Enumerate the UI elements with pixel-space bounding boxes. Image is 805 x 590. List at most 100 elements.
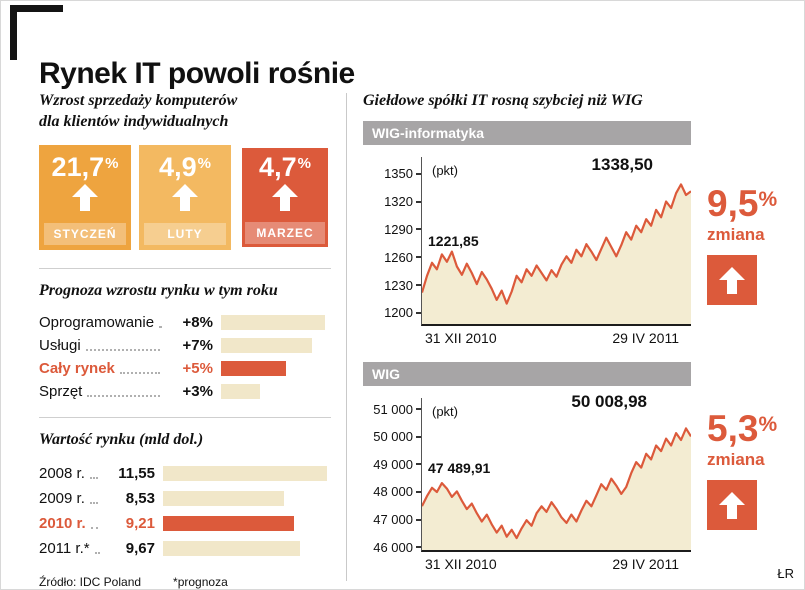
source-note: Źródło: IDC Poland bbox=[39, 575, 142, 590]
bar bbox=[163, 466, 327, 482]
bar-row: 2008 r. 11,55 bbox=[39, 461, 331, 486]
percent-sign: % bbox=[105, 154, 119, 172]
bar-slot bbox=[221, 338, 331, 354]
dotted-leader bbox=[119, 371, 160, 374]
y-axis: 1350 1320 1290 1260 1230 1200 bbox=[363, 157, 421, 326]
y-tick-label: 1350 bbox=[384, 166, 421, 181]
chart-row: 51 000 50 000 49 000 48 000 47 000 46 000 (pk… bbox=[363, 392, 692, 555]
tick-mark bbox=[416, 228, 421, 231]
row-value: 11,55 bbox=[118, 465, 155, 483]
bar-row: Oprogramowanie +8% bbox=[39, 311, 331, 334]
month-growth-value: 4,7% bbox=[259, 151, 311, 182]
change-number: 9,5 bbox=[707, 183, 759, 224]
row-value: 9,67 bbox=[125, 540, 155, 558]
plot-area: (pkt) 1221,85 1338,50 bbox=[420, 155, 692, 326]
market-value-section-title: Wartość rynku (mld dol.) bbox=[39, 431, 204, 449]
bar-slot bbox=[163, 491, 331, 507]
chart-section-wig-informatyka: WIG-informatyka 1350 1320 1290 1260 1230 1200… bbox=[363, 121, 799, 346]
left-subtitle-line2: dla klientów indywidualnych bbox=[39, 112, 229, 130]
month-box-2: 4,9% LUTY bbox=[139, 144, 231, 250]
chart-title-bar: WIG bbox=[363, 362, 691, 386]
x-axis-labels: 31 XII 2010 29 IV 2011 bbox=[421, 330, 691, 346]
row-value: 8,53 bbox=[125, 490, 155, 508]
x-axis-labels: 31 XII 2010 29 IV 2011 bbox=[421, 556, 691, 572]
row-label: 2011 r.* bbox=[39, 540, 90, 558]
series-end-value: 1338,50 bbox=[591, 155, 653, 174]
y-tick-label: 46 000 bbox=[373, 540, 421, 555]
up-arrow-box bbox=[707, 255, 757, 305]
row-label: Usługi bbox=[39, 337, 81, 355]
bar-slot bbox=[163, 466, 331, 482]
market-value-bar-list: 2008 r. 11,55 2009 r. 8,53 2010 r. 9,21 2011 r… bbox=[39, 461, 331, 561]
row-label: 2009 r. bbox=[39, 490, 85, 508]
dotted-leader bbox=[89, 501, 98, 504]
series-start-value: 1221,85 bbox=[428, 233, 479, 249]
month-box-3: 4,7% MARZEC bbox=[239, 144, 331, 250]
row-value: +8% bbox=[182, 314, 213, 332]
month-label: STYCZEŃ bbox=[44, 222, 126, 245]
left-column: Wzrost sprzedaży komputerów dla klientów… bbox=[39, 91, 331, 589]
row-label: Cały rynek bbox=[39, 360, 115, 378]
y-tick-label: 1230 bbox=[384, 278, 421, 293]
bar bbox=[221, 384, 260, 400]
change-badge: 9,5% zmiana bbox=[707, 185, 799, 305]
bar-row: 2011 r.* 9,67 bbox=[39, 536, 331, 561]
percent-sign: % bbox=[197, 154, 211, 172]
bar-row: Usługi +7% bbox=[39, 334, 331, 357]
y-tick-label: 51 000 bbox=[373, 402, 421, 417]
x-label-end: 29 IV 2011 bbox=[612, 330, 679, 346]
left-subtitle-line1: Wzrost sprzedaży komputerów bbox=[39, 92, 238, 109]
dotted-leader bbox=[90, 526, 98, 529]
y-tick-label: 50 000 bbox=[373, 429, 421, 444]
tick-mark bbox=[416, 256, 421, 259]
up-arrow-icon bbox=[272, 183, 298, 211]
plot-area: (pkt) 47 489,91 50 008,98 bbox=[421, 392, 692, 552]
up-arrow-icon bbox=[719, 491, 745, 519]
row-value: +5% bbox=[182, 360, 213, 378]
bar bbox=[163, 541, 300, 557]
bar-row: Cały rynek +5% bbox=[39, 357, 331, 380]
dotted-leader bbox=[94, 551, 98, 554]
forecast-bar-list: Oprogramowanie +8% Usługi +7% Cały rynek +5% S… bbox=[39, 311, 331, 403]
forecast-section-title: Prognoza wzrostu rynku w tym roku bbox=[39, 281, 278, 299]
x-label-start: 31 XII 2010 bbox=[425, 330, 497, 346]
change-number: 5,3 bbox=[707, 408, 759, 449]
bar-row: 2009 r. 8,53 bbox=[39, 486, 331, 511]
y-axis: 51 000 50 000 49 000 48 000 47 000 46 000 bbox=[363, 398, 421, 555]
tick-mark bbox=[416, 172, 421, 175]
dotted-leader bbox=[87, 394, 160, 397]
row-value: +3% bbox=[182, 383, 213, 401]
change-percent: 5,3% bbox=[707, 410, 799, 447]
tick-mark bbox=[416, 463, 421, 466]
bar bbox=[163, 516, 294, 532]
page-title: Rynek IT powoli rośnie bbox=[39, 57, 355, 91]
bar-row: Sprzęt +3% bbox=[39, 380, 331, 403]
bar-slot bbox=[221, 315, 331, 331]
footnote: *prognoza bbox=[173, 575, 228, 590]
right-subtitle: Giełdowe spółki IT rosną szybciej niż WI… bbox=[363, 92, 643, 109]
bar bbox=[221, 361, 286, 377]
series-end-value: 50 008,98 bbox=[571, 392, 647, 411]
up-arrow-icon bbox=[172, 183, 198, 211]
bar-slot bbox=[163, 541, 331, 557]
change-badge: 5,3% zmiana bbox=[707, 410, 799, 530]
bar-slot bbox=[221, 384, 331, 400]
up-arrow-icon bbox=[72, 183, 98, 211]
axis-unit-label: (pkt) bbox=[432, 404, 458, 419]
row-label: Oprogramowanie bbox=[39, 314, 155, 332]
chart-row: 1350 1320 1290 1260 1230 1200 (pkt) 1221,85 1… bbox=[363, 155, 692, 326]
row-value: +7% bbox=[182, 337, 213, 355]
y-tick-label: 47 000 bbox=[373, 512, 421, 527]
dotted-leader bbox=[159, 325, 160, 328]
change-label: zmiana bbox=[707, 225, 765, 244]
tick-mark bbox=[416, 490, 421, 493]
row-label: 2008 r. bbox=[39, 465, 85, 483]
month-growth-value: 4,9% bbox=[159, 151, 211, 182]
month-box-1: 21,7% STYCZEŃ bbox=[39, 144, 131, 250]
percent-sign: % bbox=[758, 413, 778, 436]
month-label: MARZEC bbox=[245, 221, 325, 244]
author-credit: ŁR bbox=[777, 566, 794, 581]
month-label: LUTY bbox=[144, 222, 226, 245]
tick-mark bbox=[416, 311, 421, 314]
